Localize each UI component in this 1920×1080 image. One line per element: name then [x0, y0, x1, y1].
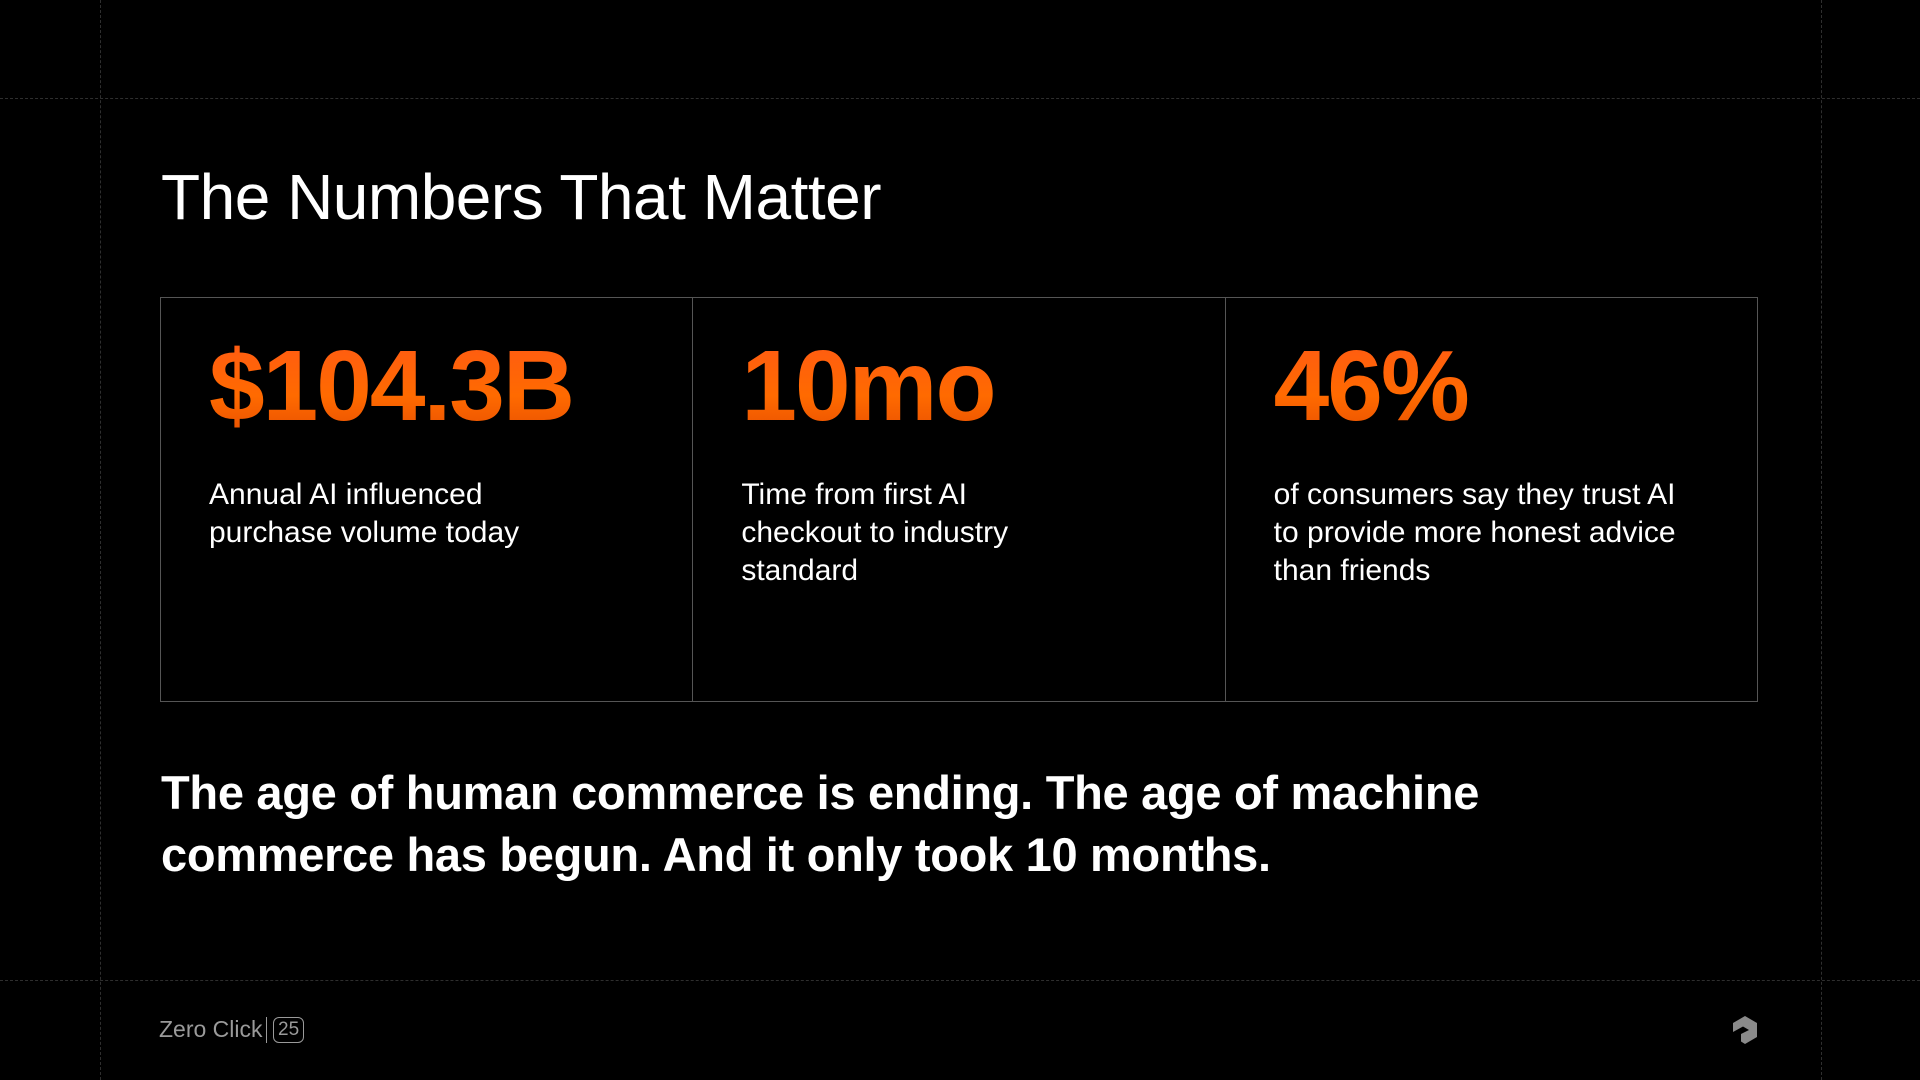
stat-value: 10mo	[741, 336, 1224, 436]
guide-line-bottom	[0, 980, 1920, 981]
closing-statement: The age of human commerce is ending. The…	[161, 766, 1480, 881]
guide-line-left	[100, 0, 101, 1080]
guide-line-right	[1821, 0, 1822, 1080]
stat-value: $104.3B	[209, 336, 692, 436]
guide-line-top	[0, 98, 1920, 99]
stats-grid: $104.3B Annual AI influenced purchase vo…	[160, 297, 1758, 702]
stat-description: Annual AI influenced purchase volume tod…	[209, 478, 520, 549]
stat-card: 46% of consumers say they trust AI to pr…	[1226, 298, 1757, 701]
slide-number-badge: 25	[273, 1016, 305, 1043]
hexagon-arrow-logo-icon	[1733, 1016, 1757, 1044]
stat-value: 46%	[1274, 336, 1757, 436]
brand-divider	[265, 1016, 268, 1043]
brand-name: Zero Click	[159, 1016, 263, 1042]
stat-description: of consumers say they trust AI to provid…	[1273, 478, 1676, 587]
slide-title: The Numbers That Matter	[161, 161, 882, 233]
footer-brand: Zero Click 25	[159, 1016, 305, 1043]
stat-card: $104.3B Annual AI influenced purchase vo…	[161, 298, 694, 701]
stat-description: Time from first AI checkout to industry …	[741, 478, 1009, 587]
stat-card: 10mo Time from first AI checkout to indu…	[693, 298, 1226, 701]
